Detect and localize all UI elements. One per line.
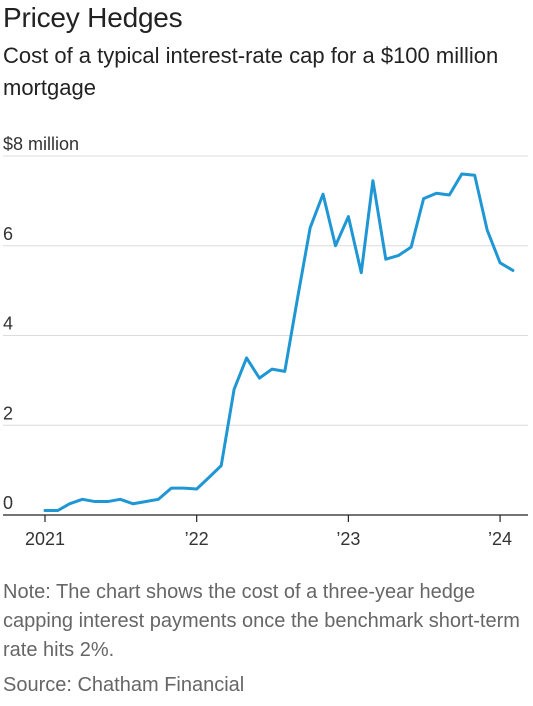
data-point [44,509,46,511]
data-point [157,498,159,500]
data-point [107,500,109,502]
x-axis: 2021 ’22 ’23 ’24 [3,514,528,549]
y-axis-tick-labels: $8 million 6 4 2 0 [3,134,79,513]
data-point [422,197,424,199]
data-point [309,227,311,229]
data-point [397,254,399,256]
data-point [512,269,514,271]
x-tick-label: ’24 [488,529,512,549]
data-point [435,192,437,194]
data-point [132,503,134,505]
data-point [385,258,387,260]
series-line [43,172,515,513]
y-tick-label: $8 million [3,134,79,154]
y-tick-label: 0 [3,493,13,513]
data-point [296,296,298,298]
data-point [461,173,463,175]
y-tick-label: 2 [3,403,13,423]
data-point [372,179,374,181]
data-point [94,500,96,502]
series-layer [43,172,515,513]
chart-title: Pricey Hedges [3,2,183,33]
x-tick-label: ’23 [336,529,360,549]
data-point [448,194,450,196]
x-tick-label: ’22 [185,529,209,549]
chart-source: Source: Chatham Financial [3,674,245,696]
data-point [347,215,349,217]
data-point [208,476,210,478]
data-point [410,246,412,248]
data-point [334,245,336,247]
data-point [195,488,197,490]
data-point [245,357,247,359]
data-point [170,487,172,489]
y-tick-label: 6 [3,224,13,244]
data-point [486,229,488,231]
data-point [474,174,476,176]
data-point [322,193,324,195]
chart-note: Note: The chart shows the cost of a thre… [3,581,520,661]
data-point [119,498,121,500]
y-tick-label: 4 [3,314,13,334]
data-point [258,377,260,379]
data-point [499,262,501,264]
gridlines [3,155,528,426]
data-point [145,500,147,502]
data-point [183,487,185,489]
line-chart: $8 million 6 4 2 0 2021 ’22 ’23 ’24 [3,134,528,549]
data-point [360,271,362,273]
data-point [57,509,59,511]
data-point [81,498,83,500]
x-tick-label: 2021 [25,529,65,549]
data-point [284,370,286,372]
data-point [220,464,222,466]
data-point [271,368,273,370]
data-point [233,388,235,390]
chart-subtitle: Cost of a typical interest-rate cap for … [3,43,499,100]
data-point [68,503,70,505]
